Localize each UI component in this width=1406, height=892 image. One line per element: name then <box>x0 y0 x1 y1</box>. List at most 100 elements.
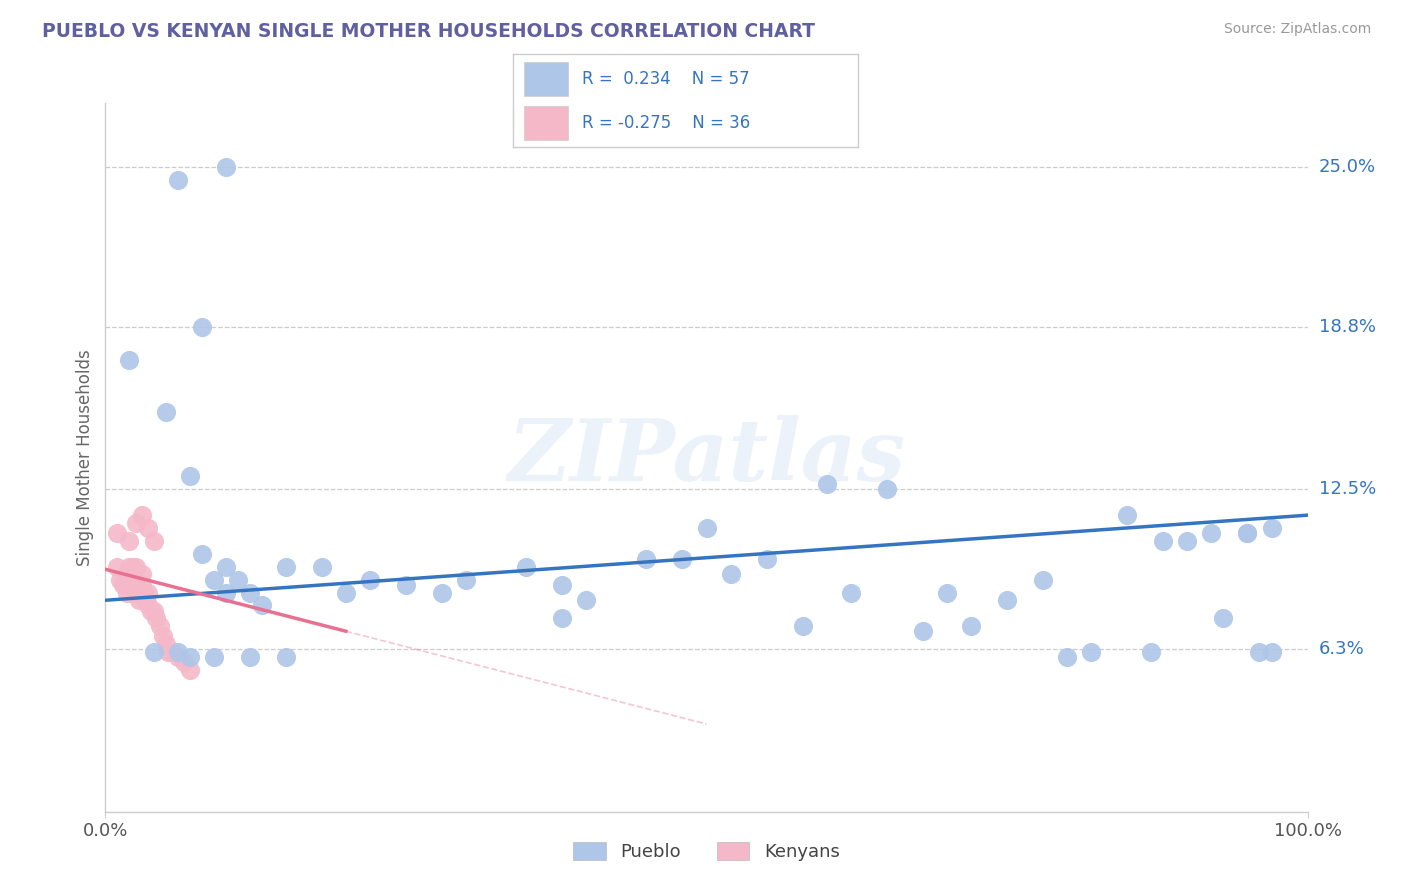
Point <box>839 585 862 599</box>
Point <box>142 533 165 548</box>
Point <box>108 573 131 587</box>
Point <box>134 593 156 607</box>
Point <box>118 353 141 368</box>
FancyBboxPatch shape <box>523 106 568 140</box>
Point <box>145 611 167 625</box>
Text: 25.0%: 25.0% <box>1319 158 1376 176</box>
Text: 18.8%: 18.8% <box>1319 318 1375 336</box>
Point <box>1080 645 1102 659</box>
Point <box>995 593 1018 607</box>
Point <box>1175 533 1198 548</box>
Point <box>214 160 236 174</box>
Point <box>792 619 814 633</box>
Point <box>1140 645 1163 659</box>
Point <box>173 655 195 669</box>
Point <box>190 320 212 334</box>
Point <box>696 521 718 535</box>
Point <box>454 573 477 587</box>
Point <box>1249 645 1271 659</box>
Point <box>1032 573 1054 587</box>
Point <box>359 573 381 587</box>
Point <box>115 585 138 599</box>
Point <box>636 552 658 566</box>
Text: PUEBLO VS KENYAN SINGLE MOTHER HOUSEHOLDS CORRELATION CHART: PUEBLO VS KENYAN SINGLE MOTHER HOUSEHOLD… <box>42 22 815 41</box>
Point <box>124 559 146 574</box>
Point <box>876 483 898 497</box>
Point <box>124 516 146 530</box>
Point <box>1201 526 1223 541</box>
Point <box>128 593 150 607</box>
Point <box>166 173 188 187</box>
Point <box>936 585 959 599</box>
Point <box>131 567 153 582</box>
Text: Source: ZipAtlas.com: Source: ZipAtlas.com <box>1223 22 1371 37</box>
Point <box>239 585 262 599</box>
Point <box>755 552 778 566</box>
Point <box>131 508 153 523</box>
Y-axis label: Single Mother Households: Single Mother Households <box>76 349 94 566</box>
Point <box>335 585 357 599</box>
Point <box>430 585 453 599</box>
Point <box>118 533 141 548</box>
Point <box>131 578 153 592</box>
Point <box>160 645 183 659</box>
Point <box>179 663 201 677</box>
Point <box>515 559 537 574</box>
Point <box>118 559 141 574</box>
Point <box>1236 526 1258 541</box>
Point <box>1212 611 1234 625</box>
Point <box>1116 508 1139 523</box>
Text: 12.5%: 12.5% <box>1319 481 1376 499</box>
Point <box>202 650 225 665</box>
Point <box>190 547 212 561</box>
Point <box>121 559 143 574</box>
Point <box>250 599 273 613</box>
Point <box>136 599 159 613</box>
Point <box>179 650 201 665</box>
Point <box>671 552 693 566</box>
Point <box>226 573 249 587</box>
Point <box>720 567 742 582</box>
Point <box>274 559 297 574</box>
Point <box>124 585 146 599</box>
Point <box>107 559 129 574</box>
Point <box>148 619 170 633</box>
Point <box>551 578 574 592</box>
Legend: Pueblo, Kenyans: Pueblo, Kenyans <box>564 832 849 870</box>
FancyBboxPatch shape <box>523 62 568 95</box>
Point <box>575 593 598 607</box>
Point <box>960 619 983 633</box>
Point <box>815 477 838 491</box>
Point <box>214 559 236 574</box>
Point <box>112 578 135 592</box>
Point <box>274 650 297 665</box>
Point <box>311 559 333 574</box>
Point <box>1260 645 1282 659</box>
Point <box>142 604 165 618</box>
Point <box>155 637 177 651</box>
Point <box>214 585 236 599</box>
Point <box>115 567 138 582</box>
Point <box>179 469 201 483</box>
Point <box>155 405 177 419</box>
Point <box>139 604 162 618</box>
Point <box>142 645 165 659</box>
Point <box>166 645 188 659</box>
Point <box>551 611 574 625</box>
Text: R =  0.234    N = 57: R = 0.234 N = 57 <box>582 70 749 87</box>
Point <box>202 573 225 587</box>
Point <box>136 521 159 535</box>
Text: ZIPatlas: ZIPatlas <box>508 416 905 499</box>
Point <box>156 645 179 659</box>
Point <box>166 650 188 665</box>
Point <box>118 573 141 587</box>
Point <box>136 585 159 599</box>
Point <box>911 624 934 639</box>
Point <box>1056 650 1078 665</box>
Point <box>239 650 262 665</box>
Point <box>1260 521 1282 535</box>
Point <box>152 629 174 643</box>
Text: R = -0.275    N = 36: R = -0.275 N = 36 <box>582 114 751 132</box>
Point <box>124 573 146 587</box>
Point <box>121 578 143 592</box>
